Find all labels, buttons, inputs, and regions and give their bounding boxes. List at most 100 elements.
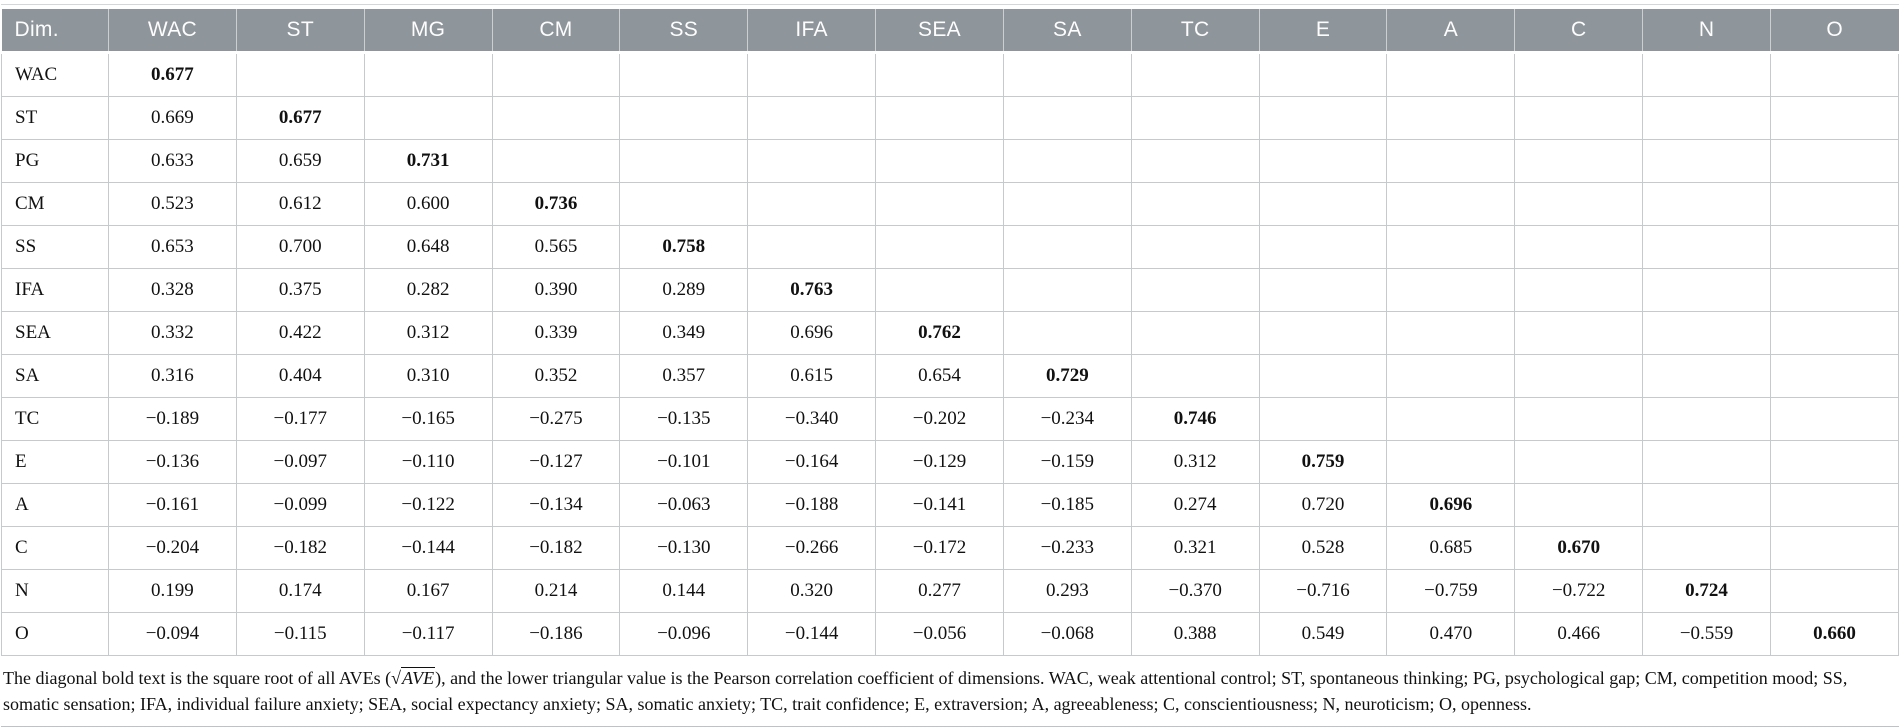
correlation-cell: −0.716: [1258, 569, 1388, 613]
correlation-cell: −0.370: [1130, 569, 1260, 613]
empty-cell: [1642, 182, 1771, 226]
ave-diagonal-cell: 0.762: [875, 311, 1004, 355]
correlation-cell: −0.115: [235, 612, 365, 656]
empty-cell: [363, 52, 493, 97]
correlation-cell: 0.316: [108, 354, 237, 398]
correlation-cell: −0.101: [619, 440, 749, 484]
row-label: SS: [1, 225, 109, 269]
correlation-cell: −0.144: [363, 526, 493, 570]
correlation-cell: −0.182: [491, 526, 621, 570]
empty-cell: [1258, 139, 1388, 183]
row-label: IFA: [1, 268, 109, 312]
table-row: O −0.094 −0.115 −0.117 −0.186 −0.096 −0.144 −0.…: [1, 612, 1900, 656]
table-row: CM 0.523 0.612 0.600 0.736: [1, 182, 1900, 226]
empty-cell: [1002, 182, 1132, 226]
correlation-cell: −0.204: [108, 526, 237, 570]
empty-cell: [1642, 354, 1771, 398]
correlation-cell: −0.127: [491, 440, 621, 484]
table-row: SA 0.316 0.404 0.310 0.352 0.357 0.615 0.654 0.7…: [1, 354, 1900, 398]
empty-cell: [1642, 96, 1771, 140]
empty-cell: [1386, 225, 1516, 269]
empty-cell: [1002, 139, 1132, 183]
empty-cell: [1258, 182, 1388, 226]
empty-cell: [1258, 52, 1388, 97]
empty-cell: [1769, 225, 1900, 269]
empty-cell: [1258, 225, 1388, 269]
correlation-cell: −0.177: [235, 397, 365, 441]
empty-cell: [1130, 225, 1260, 269]
empty-cell: [1130, 268, 1260, 312]
correlation-cell: 0.422: [235, 311, 365, 355]
correlation-cell: −0.164: [747, 440, 877, 484]
correlation-cell: 0.388: [1130, 612, 1260, 656]
empty-cell: [619, 96, 749, 140]
column-header: E: [1258, 9, 1387, 54]
empty-cell: [747, 182, 877, 226]
empty-cell: [1386, 268, 1516, 312]
ave-diagonal-cell: 0.677: [108, 52, 237, 97]
correlation-cell: −0.234: [1002, 397, 1132, 441]
correlation-cell: 0.310: [363, 354, 493, 398]
table-row: SEA 0.332 0.422 0.312 0.339 0.349 0.696 0.762: [1, 311, 1900, 355]
correlation-cell: −0.122: [363, 483, 493, 527]
table-row: TC −0.189 −0.177 −0.165 −0.275 −0.135 −0.340 −0…: [1, 397, 1900, 441]
column-header: WAC: [108, 9, 237, 54]
table-row: SS 0.653 0.700 0.648 0.565 0.758: [1, 225, 1900, 269]
table-body: WAC 0.677 ST 0.669 0.677 PG 0.633 0.659 0.731 CM 0…: [1, 52, 1900, 656]
sqrt-symbol: √: [391, 668, 401, 688]
empty-cell: [875, 182, 1004, 226]
correlation-cell: −0.096: [619, 612, 749, 656]
correlation-cell: 0.214: [491, 569, 621, 613]
empty-cell: [1386, 52, 1516, 97]
correlation-cell: 0.659: [235, 139, 365, 183]
row-label: SEA: [1, 311, 109, 355]
empty-cell: [875, 225, 1004, 269]
table-footnote: The diagonal bold text is the square roo…: [1, 656, 1899, 727]
correlation-cell: 0.332: [108, 311, 237, 355]
empty-cell: [747, 96, 877, 140]
correlation-cell: 0.174: [235, 569, 365, 613]
empty-cell: [875, 268, 1004, 312]
empty-cell: [1258, 311, 1388, 355]
correlation-cell: 0.615: [747, 354, 877, 398]
empty-cell: [1130, 96, 1260, 140]
row-label: SA: [1, 354, 109, 398]
correlation-cell: 0.144: [619, 569, 749, 613]
empty-cell: [619, 139, 749, 183]
correlation-cell: 0.357: [619, 354, 749, 398]
correlation-cell: 0.349: [619, 311, 749, 355]
empty-cell: [619, 182, 749, 226]
empty-cell: [1386, 182, 1516, 226]
empty-cell: [1386, 354, 1516, 398]
empty-cell: [1514, 182, 1644, 226]
empty-cell: [491, 52, 621, 97]
empty-cell: [1769, 311, 1900, 355]
column-header: N: [1642, 9, 1771, 54]
table-row: A −0.161 −0.099 −0.122 −0.134 −0.063 −0.188 −0.…: [1, 483, 1900, 527]
correlation-cell: −0.063: [619, 483, 749, 527]
correlation-cell: −0.266: [747, 526, 877, 570]
empty-cell: [1769, 526, 1900, 570]
empty-cell: [1769, 96, 1900, 140]
empty-cell: [747, 139, 877, 183]
empty-cell: [875, 96, 1004, 140]
empty-cell: [875, 139, 1004, 183]
table-row: ST 0.669 0.677: [1, 96, 1900, 140]
empty-cell: [875, 52, 1004, 97]
correlation-cell: 0.312: [363, 311, 493, 355]
empty-cell: [1769, 268, 1900, 312]
ave-diagonal-cell: 0.677: [235, 96, 365, 140]
correlation-cell: 0.320: [747, 569, 877, 613]
empty-cell: [1386, 139, 1516, 183]
correlation-cell: 0.390: [491, 268, 621, 312]
correlation-cell: −0.233: [1002, 526, 1132, 570]
column-header: CM: [491, 9, 620, 54]
column-header: A: [1386, 9, 1515, 54]
correlation-cell: −0.056: [875, 612, 1004, 656]
empty-cell: [1642, 526, 1771, 570]
correlation-cell: −0.144: [747, 612, 877, 656]
row-label: A: [1, 483, 109, 527]
correlation-cell: −0.161: [108, 483, 237, 527]
empty-cell: [363, 96, 493, 140]
sqrt-expression: √AVE: [391, 667, 436, 688]
